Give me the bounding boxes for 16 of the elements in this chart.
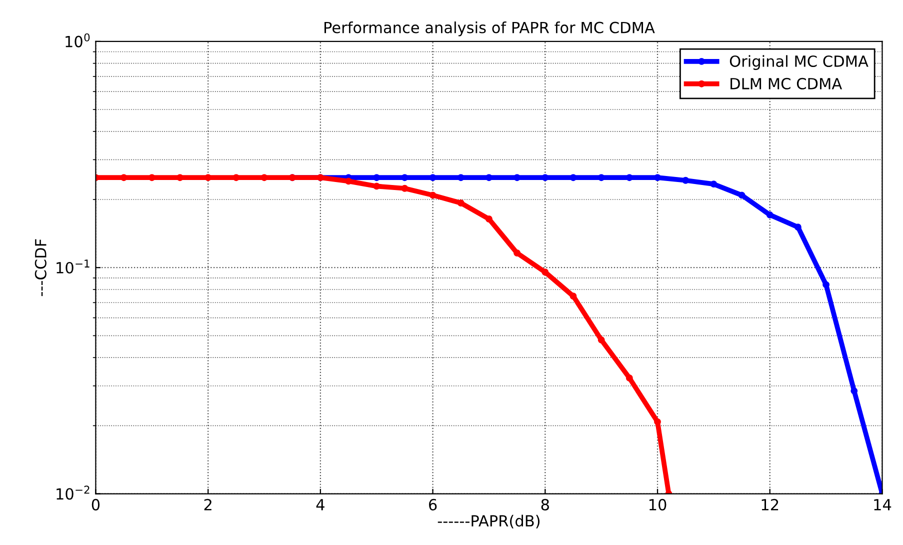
- x-tick-label: 4: [316, 499, 324, 510]
- x-tick-label: 6: [429, 498, 437, 510]
- legend-label: DLM MC CDMA: [730, 78, 842, 90]
- x-axis-title: ------PAPR(dB): [438, 514, 540, 528]
- x-tick-label: 12: [762, 498, 778, 510]
- y-tick-label: 10$^{−1}$: [56, 260, 90, 274]
- y-tick-label: 10$^{−2}$: [56, 486, 90, 500]
- x-tick-label: 10: [649, 498, 666, 510]
- x-tick-label: 2: [204, 498, 212, 510]
- x-tick-label: 0: [92, 498, 100, 510]
- y-axis-title: ---CCDF: [34, 239, 46, 296]
- legend-label: Original MC CDMA: [730, 55, 868, 70]
- y-tick-label: 10$^{0}$: [66, 33, 90, 48]
- x-tick-label: 14: [874, 499, 892, 510]
- x-tick-label: 8: [541, 498, 549, 510]
- chart-title: Performance analysis of PAPR for MC CDMA: [324, 21, 655, 36]
